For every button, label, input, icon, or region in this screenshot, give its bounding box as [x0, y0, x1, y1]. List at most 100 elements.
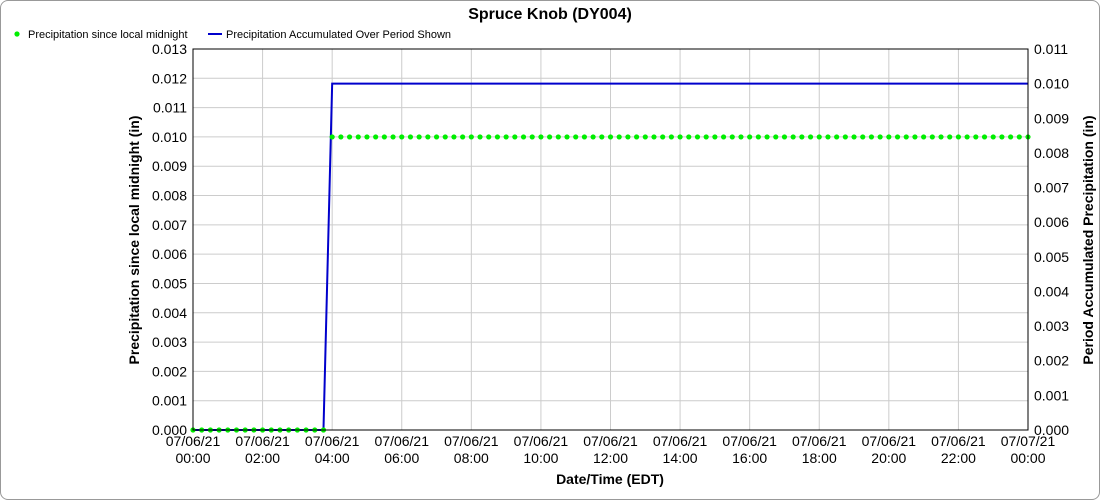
x-tick-date: 07/06/21 — [235, 433, 290, 449]
midnight-precip-point — [990, 134, 996, 140]
midnight-precip-point — [999, 134, 1005, 140]
right-tick-label: 0.000 — [1034, 422, 1069, 438]
x-tick-time: 08:00 — [454, 450, 489, 466]
midnight-precip-point — [686, 134, 692, 140]
midnight-precip-point — [747, 134, 753, 140]
midnight-precip-point — [973, 134, 979, 140]
midnight-precip-point — [712, 134, 718, 140]
legend: Precipitation since local midnight Preci… — [14, 29, 451, 41]
midnight-precip-point — [407, 134, 414, 140]
right-tick-label: 0.007 — [1034, 180, 1069, 196]
y-axis-label-right: Period Accumulated Precipitation (in) — [1080, 115, 1096, 364]
legend-marker-green — [14, 31, 20, 37]
midnight-precip-point — [912, 134, 918, 140]
midnight-precip-point — [955, 134, 962, 140]
midnight-precip-point — [851, 134, 857, 140]
midnight-precip-point — [981, 134, 988, 140]
midnight-precip-point — [547, 134, 553, 140]
x-tick-time: 18:00 — [802, 450, 837, 466]
series-since-midnight — [190, 134, 1031, 433]
midnight-precip-point — [329, 134, 335, 140]
midnight-precip-point — [677, 134, 683, 140]
x-axis-ticks: 07/06/2100:0007/06/2102:0007/06/2104:000… — [166, 433, 1056, 466]
x-tick-date: 07/06/21 — [931, 433, 986, 449]
midnight-precip-point — [642, 134, 648, 140]
midnight-precip-point — [633, 134, 640, 140]
midnight-precip-point — [512, 134, 518, 140]
midnight-precip-point — [425, 134, 431, 140]
midnight-precip-point — [799, 134, 805, 140]
x-tick-date: 07/06/21 — [305, 433, 360, 449]
midnight-precip-point — [590, 134, 596, 140]
midnight-precip-point — [451, 134, 457, 140]
midnight-precip-point — [599, 134, 605, 140]
x-tick-date: 07/07/21 — [1001, 433, 1056, 449]
x-tick-time: 02:00 — [245, 450, 280, 466]
right-tick-label: 0.008 — [1034, 145, 1069, 161]
left-tick-label: 0.006 — [152, 246, 187, 262]
midnight-precip-point — [494, 134, 501, 140]
midnight-precip-point — [660, 134, 666, 140]
midnight-precip-point — [694, 134, 701, 140]
midnight-precip-point — [442, 134, 448, 140]
midnight-precip-point — [834, 134, 840, 140]
midnight-precip-point — [399, 134, 405, 140]
midnight-precip-point — [1016, 134, 1022, 140]
x-tick-date: 07/06/21 — [375, 433, 430, 449]
midnight-precip-point — [842, 134, 848, 140]
right-tick-label: 0.009 — [1034, 110, 1069, 126]
chart-title: Spruce Knob (DY004) — [468, 6, 632, 23]
midnight-precip-point — [903, 134, 909, 140]
right-tick-label: 0.004 — [1034, 283, 1069, 299]
midnight-precip-point — [416, 134, 422, 140]
x-tick-time: 00:00 — [175, 450, 210, 466]
plot-area — [192, 48, 1029, 431]
midnight-precip-point — [477, 134, 483, 140]
midnight-precip-point — [346, 134, 353, 140]
left-tick-label: 0.013 — [152, 41, 187, 57]
midnight-precip-point — [625, 134, 631, 140]
right-tick-label: 0.003 — [1034, 318, 1069, 334]
midnight-precip-point — [390, 134, 396, 140]
midnight-precip-point — [938, 134, 944, 140]
x-tick-date: 07/06/21 — [514, 433, 569, 449]
midnight-precip-point — [921, 134, 927, 140]
midnight-precip-point — [338, 134, 344, 140]
midnight-precip-point — [355, 134, 361, 140]
x-tick-date: 07/06/21 — [653, 433, 708, 449]
midnight-precip-point — [564, 134, 570, 140]
left-tick-label: 0.007 — [152, 217, 187, 233]
midnight-precip-point — [947, 134, 953, 140]
x-tick-date: 07/06/21 — [444, 433, 499, 449]
midnight-precip-point — [468, 134, 474, 140]
midnight-precip-point — [520, 134, 527, 140]
midnight-precip-point — [964, 134, 970, 140]
right-tick-label: 0.011 — [1034, 41, 1068, 57]
x-tick-time: 14:00 — [663, 450, 698, 466]
left-tick-label: 0.010 — [152, 129, 187, 145]
x-tick-time: 12:00 — [593, 450, 628, 466]
midnight-precip-point — [573, 134, 579, 140]
midnight-precip-point — [373, 134, 379, 140]
midnight-precip-point — [868, 134, 875, 140]
midnight-precip-point — [729, 134, 735, 140]
y-axis-label-left: Precipitation since local midnight (in) — [126, 116, 142, 365]
x-tick-date: 07/06/21 — [166, 433, 221, 449]
midnight-precip-point — [886, 134, 892, 140]
midnight-precip-point — [616, 134, 622, 140]
left-tick-label: 0.002 — [152, 363, 187, 379]
left-tick-label: 0.008 — [152, 188, 187, 204]
left-axis-ticks: 0.000 0.001 0.002 0.003 0.004 0.005 0.006 0.007… — [152, 41, 187, 438]
left-tick-label: 0.011 — [153, 100, 187, 116]
x-tick-date: 07/06/21 — [583, 433, 638, 449]
left-tick-label: 0.004 — [152, 305, 187, 321]
midnight-precip-point — [433, 134, 440, 140]
x-tick-time: 04:00 — [315, 450, 350, 466]
legend-label-midnight: Precipitation since local midnight — [28, 29, 188, 41]
midnight-precip-point — [894, 134, 901, 140]
midnight-precip-point — [773, 134, 779, 140]
left-tick-label: 0.005 — [152, 275, 187, 291]
midnight-precip-point — [607, 134, 614, 140]
midnight-precip-point — [816, 134, 822, 140]
